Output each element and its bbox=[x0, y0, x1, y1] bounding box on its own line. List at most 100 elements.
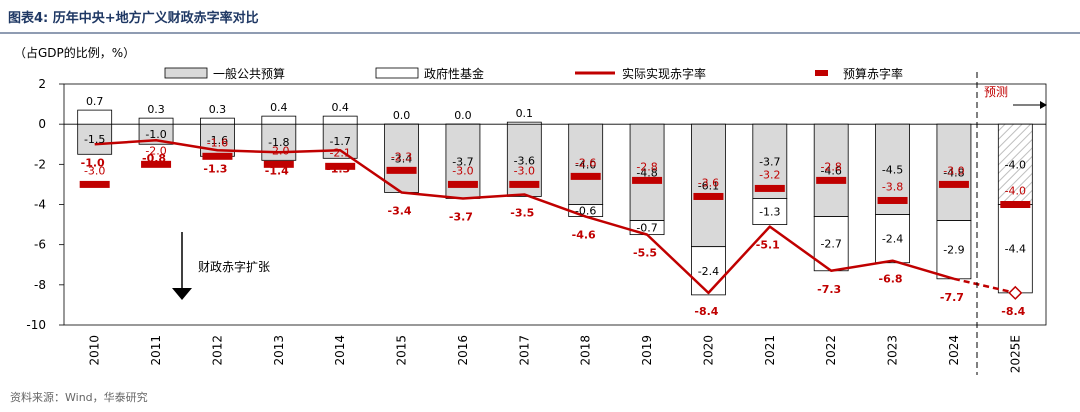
label-actual: -6.8 bbox=[879, 273, 903, 286]
label-budget: -3.0 bbox=[452, 164, 473, 177]
line-layer bbox=[79, 138, 1031, 300]
bar-gpb bbox=[936, 123, 972, 221]
label-govfund: -2.7 bbox=[820, 238, 841, 251]
label-gpb: -3.7 bbox=[759, 155, 780, 168]
legend-label-govfund: 政府性基金 bbox=[424, 66, 484, 81]
x-tick-label: 2019 bbox=[640, 335, 654, 366]
label-actual: -7.7 bbox=[940, 291, 964, 304]
label-gpb: -4.0 bbox=[1005, 158, 1026, 171]
label-gpb: -4.8 bbox=[636, 166, 657, 179]
x-tick-label: 2012 bbox=[210, 335, 224, 366]
marker-budget bbox=[632, 176, 663, 184]
label-actual: -7.3 bbox=[817, 283, 841, 296]
label-gpb: -1.8 bbox=[268, 136, 289, 149]
bar-gpb bbox=[997, 123, 1033, 205]
label-budget: -2.0 bbox=[145, 144, 166, 157]
label-actual: -1.4 bbox=[265, 164, 289, 177]
marker-budget bbox=[570, 172, 601, 180]
label-govfund: 0.0 bbox=[454, 109, 472, 122]
label-gpb: -4.6 bbox=[820, 164, 841, 177]
label-gpb: -1.6 bbox=[207, 134, 228, 147]
bars-layer bbox=[77, 109, 1033, 296]
y-tick-label: -4 bbox=[34, 198, 46, 212]
label-budget: -3.2 bbox=[759, 168, 780, 181]
bar-gpb bbox=[568, 123, 604, 205]
label-budget: -2.8 bbox=[820, 160, 841, 173]
label-gpb: -4.0 bbox=[575, 158, 596, 171]
x-tick-label: 2025E bbox=[1008, 335, 1022, 373]
label-gpb: -3.6 bbox=[514, 154, 535, 167]
labels-layer: 2010 2011 2012 2013 2014 2015 2016 2017 2018 2019… bbox=[81, 95, 1026, 373]
marker-budget bbox=[263, 160, 294, 168]
expansion-note: 财政赤字扩张 bbox=[198, 259, 270, 274]
y-tick-label: -10 bbox=[26, 318, 46, 332]
label-govfund: -0.7 bbox=[636, 222, 657, 235]
bar-gpb bbox=[691, 123, 726, 248]
marker-budget bbox=[141, 160, 172, 168]
bar-govfund bbox=[138, 117, 174, 125]
source-note: 资料来源：Wind，华泰研究 bbox=[10, 390, 148, 404]
label-govfund: -0.6 bbox=[575, 205, 596, 218]
label-gpb: -4.5 bbox=[882, 163, 903, 176]
label-budget: -3.8 bbox=[882, 180, 903, 193]
label-budget: -3.0 bbox=[514, 164, 535, 177]
x-tick-label: 2018 bbox=[579, 335, 593, 366]
x-tick-label: 2020 bbox=[701, 335, 715, 366]
label-budget: -1.6 bbox=[207, 136, 228, 149]
label-actual: -8.4 bbox=[1001, 305, 1025, 318]
label-budget: -2.8 bbox=[636, 160, 657, 173]
label-govfund: 0.4 bbox=[270, 101, 288, 114]
label-govfund: 0.3 bbox=[209, 103, 227, 116]
label-actual: -0.8 bbox=[142, 152, 166, 165]
label-gpb: -6.1 bbox=[698, 179, 719, 192]
label-actual: -3.7 bbox=[449, 210, 473, 223]
x-tick-label: 2016 bbox=[456, 335, 470, 366]
label-budget: -2.6 bbox=[575, 156, 596, 169]
unit-label: （占GDP的比例，%） bbox=[14, 45, 135, 60]
legend-label-gpb: 一般公共预算 bbox=[213, 66, 285, 81]
y-tick-label: -6 bbox=[34, 238, 46, 252]
x-tick-label: 2023 bbox=[886, 335, 900, 366]
bar-govfund bbox=[691, 246, 726, 296]
label-govfund: 0.1 bbox=[516, 107, 534, 120]
marker-budget bbox=[386, 166, 417, 174]
x-tick-label: 2014 bbox=[333, 335, 347, 366]
label-govfund: -4.4 bbox=[1005, 243, 1026, 256]
y-tick-label: 2 bbox=[38, 77, 46, 91]
forecast-label: 预测 bbox=[984, 85, 1008, 99]
label-actual: -8.4 bbox=[694, 305, 718, 318]
label-budget: -3.6 bbox=[698, 176, 719, 189]
label-budget: -3.0 bbox=[943, 164, 964, 177]
x-tick-label: 2022 bbox=[824, 335, 838, 366]
forecast-arrow-icon bbox=[1040, 101, 1047, 109]
bar-gpb bbox=[261, 123, 297, 161]
label-gpb: -3.7 bbox=[452, 155, 473, 168]
label-govfund: 0.4 bbox=[331, 101, 349, 114]
label-actual: -3.4 bbox=[388, 204, 412, 217]
marker-budget bbox=[938, 180, 969, 188]
bar-govfund bbox=[77, 109, 113, 125]
label-govfund: 0.0 bbox=[393, 109, 411, 122]
marker-budget bbox=[202, 152, 233, 160]
bar-gpb bbox=[813, 123, 849, 217]
marker-budget bbox=[325, 162, 356, 170]
x-tick-label: 2024 bbox=[947, 335, 961, 366]
label-govfund: -2.9 bbox=[943, 244, 964, 257]
bar-govfund bbox=[322, 115, 358, 125]
bar-govfund bbox=[875, 214, 910, 264]
x-tick-label: 2015 bbox=[395, 335, 409, 366]
label-actual: -4.6 bbox=[572, 229, 596, 242]
bar-gpb bbox=[322, 123, 358, 159]
y-tick-label: -2 bbox=[34, 157, 46, 171]
label-actual: -1.0 bbox=[81, 156, 105, 169]
bar-gpb bbox=[77, 123, 113, 155]
legend-label-actual: 实际实现赤字率 bbox=[622, 66, 706, 81]
y-tick-label: 0 bbox=[38, 117, 46, 131]
label-budget: -3.0 bbox=[84, 164, 105, 177]
label-gpb: -3.4 bbox=[391, 152, 412, 165]
label-actual: -1.3 bbox=[203, 162, 227, 175]
legend: 一般公共预算 政府性基金 实际实现赤字率 预算赤字率 bbox=[164, 66, 903, 81]
label-actual: -5.1 bbox=[756, 239, 780, 252]
series-line-actual bbox=[94, 138, 955, 295]
marker-budget bbox=[693, 192, 724, 200]
